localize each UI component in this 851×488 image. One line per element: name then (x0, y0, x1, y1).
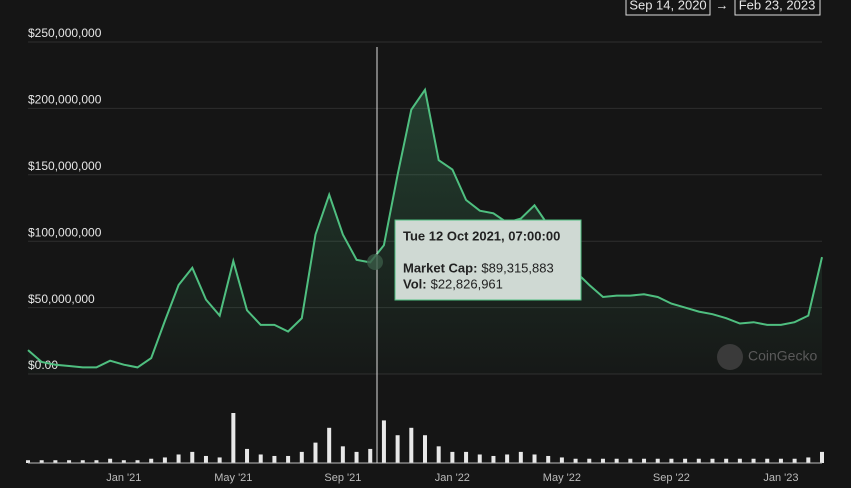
line (27, 87, 823, 369)
volume-bar (299, 451, 304, 463)
volume-bar (340, 446, 345, 463)
volume-bar (381, 420, 386, 463)
volume-bar (737, 458, 742, 463)
watermark-logo (717, 344, 743, 370)
volume-bar (39, 460, 44, 463)
arrow: → (716, 0, 729, 12)
volume-bar (546, 455, 551, 463)
x-tick-label: Jan '22 (435, 472, 470, 484)
volume-bar (724, 458, 729, 463)
volume-bar (505, 454, 510, 463)
y-tick-label: $200,000,000 (28, 93, 102, 107)
volume-bar (108, 458, 113, 463)
tooltip-vol-label: Vol: (403, 276, 427, 291)
volume-bar (354, 451, 359, 463)
volume-bar (94, 460, 99, 463)
volume-bar (67, 460, 72, 463)
volume-bar (792, 458, 797, 463)
volume-bar (135, 460, 140, 463)
volume-bar (436, 446, 441, 463)
date-to[interactable]: Feb 23, 2023 (739, 0, 816, 12)
volume-bar (121, 460, 126, 463)
volume-bar (532, 454, 537, 463)
volume-bar (423, 435, 427, 463)
x-tick-label: May '22 (543, 472, 581, 484)
volume-bar (683, 458, 688, 463)
volume-bar (313, 442, 318, 463)
volume-bar (327, 427, 332, 463)
volume-bar (245, 448, 250, 463)
volume-bar (272, 455, 277, 463)
volume-bar (778, 458, 783, 463)
volume-bar (409, 427, 414, 463)
y-tick-label: $50,000,000 (28, 292, 95, 306)
watermark: CoinGecko (748, 348, 817, 364)
x-tick-label: Sep '21 (324, 472, 361, 484)
volume-bar (806, 457, 811, 463)
volume-bar (450, 451, 455, 463)
volume-bar (655, 458, 660, 463)
volume-bar (217, 457, 222, 463)
volume-bar (203, 455, 208, 463)
tooltip-date: Tue 12 Oct 2021, 07:00:00 (403, 228, 560, 243)
volume-bar (765, 458, 770, 463)
volume-bar (286, 455, 291, 463)
volume-bar (464, 451, 469, 463)
date-from-box[interactable] (625, 0, 711, 16)
volume-bar (820, 451, 824, 463)
volume-bar (162, 457, 167, 463)
volume-bar (231, 413, 236, 463)
x-tick-label: Jan '23 (763, 472, 798, 484)
date-to-box[interactable] (734, 0, 821, 16)
tooltip-cap-label: Market Cap: (403, 260, 477, 275)
tooltip-cap-value: $89,315,883 (481, 260, 553, 275)
volume-bar (587, 458, 592, 463)
volume-bar (600, 458, 605, 463)
volume-bar (477, 454, 482, 463)
volume-bar (669, 458, 674, 463)
volume-bar (628, 458, 633, 463)
tooltip-vol-value: $22,826,961 (431, 276, 503, 291)
volume-bar (190, 451, 195, 463)
hover-point (367, 254, 383, 270)
volume-bar (80, 460, 85, 463)
x-tick-label: May '21 (214, 472, 252, 484)
volume-bar (149, 458, 154, 463)
volume-bar (573, 458, 578, 463)
volume-bar (491, 455, 496, 463)
volume-bar (696, 458, 701, 463)
y-tick-label: $150,000,000 (28, 159, 102, 173)
date-from[interactable]: Sep 14, 2020 (629, 0, 706, 12)
volume-bar (176, 454, 181, 463)
y-tick-label: $250,000,000 (28, 26, 102, 40)
volume-bar (53, 460, 58, 463)
volume-bar (751, 458, 756, 463)
volume-bar (518, 451, 523, 463)
volume-bar (26, 460, 30, 463)
volume-bar (710, 458, 715, 463)
volume-bar (368, 448, 373, 463)
volume-bar (642, 458, 647, 463)
volume-bar (614, 458, 619, 463)
volume-bar (258, 454, 263, 463)
volume-bar (395, 435, 400, 463)
volume-bar (559, 457, 564, 463)
x-tick-label: Jan '21 (106, 472, 141, 484)
tooltip-box (394, 219, 582, 301)
y-tick-label: $100,000,000 (28, 225, 102, 239)
x-tick-label: Sep '22 (653, 472, 690, 484)
